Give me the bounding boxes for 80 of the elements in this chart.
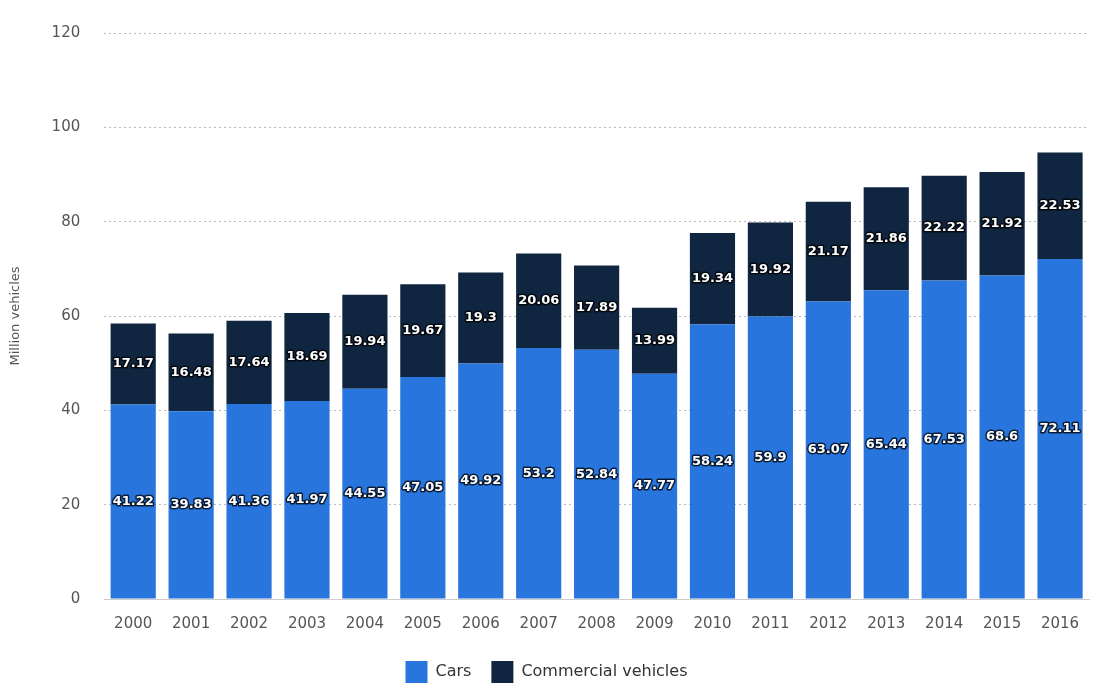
data-label: 65.44: [865, 435, 907, 451]
data-label: 41.36: [228, 492, 270, 508]
data-label: 20.06: [518, 292, 560, 308]
legend-label: Commercial vehicles: [521, 661, 688, 681]
y-tick-label: 120: [51, 22, 81, 41]
x-tick-label: 2009: [635, 613, 674, 632]
data-label: 19.34: [691, 270, 734, 286]
bar: [747, 316, 793, 599]
y-tick-label: 40: [61, 400, 81, 419]
data-label: 19.3: [464, 309, 497, 325]
x-tick-label: 2015: [983, 613, 1022, 632]
data-label: 21.92: [981, 215, 1023, 231]
y-tick-label: 0: [70, 588, 81, 607]
bar: [921, 280, 967, 599]
bar: [110, 404, 156, 599]
data-label: 22.22: [923, 219, 965, 235]
data-label: 47.77: [633, 477, 676, 493]
bar: [458, 363, 504, 599]
x-tick-label: 2006: [461, 613, 500, 632]
x-tick-label: 2016: [1040, 613, 1080, 632]
bar: [1037, 258, 1083, 599]
bar: [631, 373, 678, 599]
data-label: 44.55: [344, 485, 386, 501]
data-label: 53.2: [522, 464, 555, 480]
bar: [574, 349, 620, 599]
data-label: 17.64: [228, 353, 270, 369]
y-tick-label: 80: [61, 211, 81, 230]
bar: [342, 388, 388, 599]
data-label: 49.92: [460, 472, 502, 488]
bar: [1037, 152, 1083, 259]
y-tick-label: 100: [51, 117, 81, 136]
data-label: 41.22: [112, 492, 154, 508]
bar: [516, 348, 562, 599]
legend-label: Cars: [435, 661, 472, 681]
x-tick-label: 2001: [172, 613, 211, 632]
data-label: 47.05: [402, 479, 444, 495]
data-label: 17.89: [576, 298, 618, 314]
x-tick-label: 2010: [693, 613, 732, 632]
data-label: 39.83: [170, 496, 212, 512]
bar: [689, 324, 736, 599]
x-tick-label: 2011: [751, 613, 790, 632]
bar: [805, 301, 851, 599]
bar: [979, 275, 1025, 599]
data-label: 22.53: [1039, 197, 1081, 213]
data-label: 41.97: [286, 491, 328, 507]
data-label: 13.99: [633, 332, 676, 348]
data-label: 16.48: [170, 363, 212, 379]
x-tick-label: 2002: [229, 613, 269, 632]
x-tick-label: 2012: [809, 613, 848, 632]
x-tick-label: 2004: [345, 613, 384, 632]
data-label: 19.92: [749, 260, 791, 276]
x-tick-label: 2007: [519, 613, 558, 632]
data-label: 68.6: [986, 428, 1019, 444]
x-tick-label: 2000: [114, 613, 153, 632]
y-axis-title: Million vehicles: [7, 266, 23, 366]
x-tick-label: 2003: [287, 613, 327, 632]
bar: [400, 377, 446, 599]
x-tick-label: 2013: [867, 613, 906, 632]
x-tick-label: 2005: [403, 613, 442, 632]
bar: [458, 272, 504, 364]
data-label: 59.9: [754, 448, 787, 464]
data-label: 21.17: [807, 242, 849, 258]
y-tick-label: 60: [61, 305, 81, 324]
data-label: 52.84: [576, 465, 618, 481]
x-tick-label: 2014: [925, 613, 964, 632]
data-label: 18.69: [286, 348, 328, 364]
data-label: 72.11: [1039, 420, 1081, 436]
y-tick-label: 20: [61, 494, 81, 513]
data-label: 19.94: [344, 333, 386, 349]
bar: [284, 401, 330, 599]
data-label: 58.24: [691, 452, 734, 468]
bar: [168, 411, 214, 599]
data-label: 63.07: [807, 441, 849, 457]
data-label: 67.53: [923, 430, 965, 446]
bar: [226, 403, 272, 599]
data-label: 17.17: [112, 355, 154, 371]
data-label: 19.67: [402, 322, 444, 338]
x-tick-label: 2008: [577, 613, 616, 632]
bar: [863, 290, 909, 599]
data-label: 21.86: [865, 230, 907, 246]
